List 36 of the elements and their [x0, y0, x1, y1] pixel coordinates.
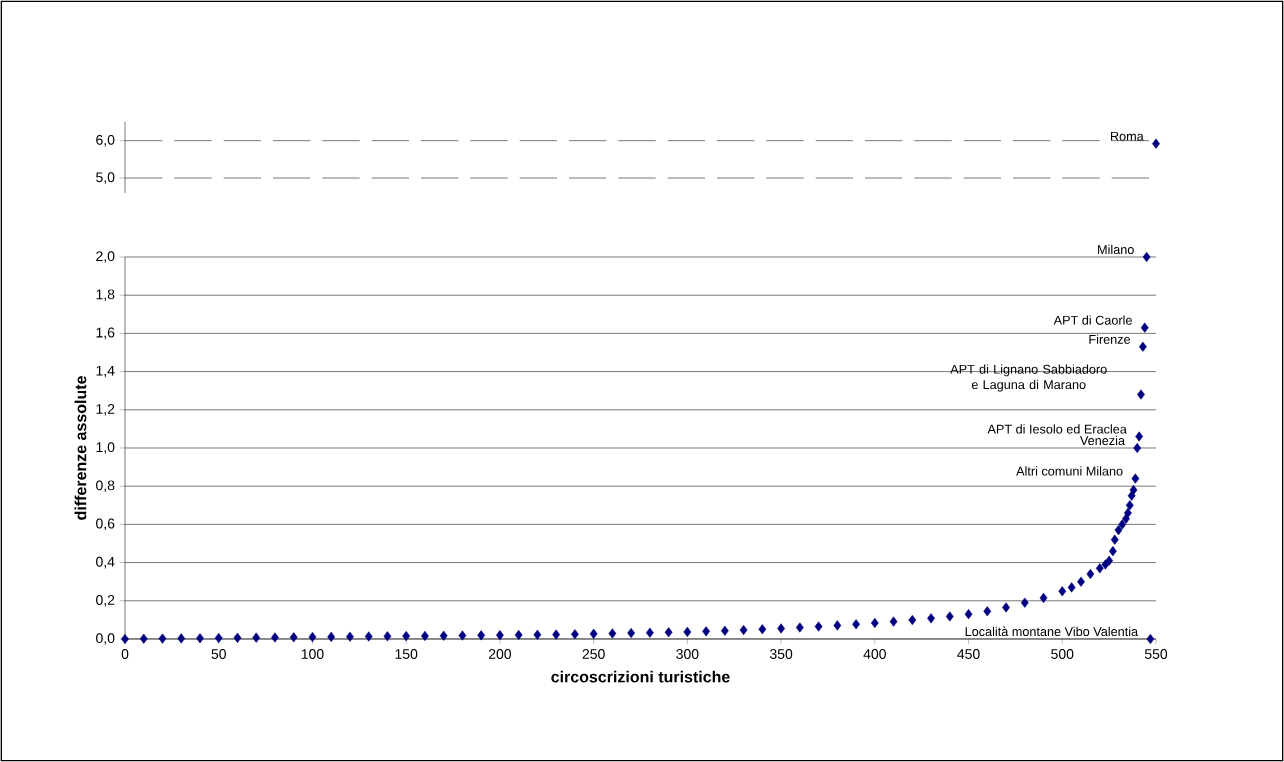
annotation: APT di Iesolo ed Eraclea: [987, 424, 1127, 434]
x-tick-label: 450: [957, 649, 980, 659]
y-tick-label: 5,0: [96, 172, 115, 184]
x-tick-label: 200: [488, 649, 512, 659]
y-tick-label: 0,6: [96, 518, 115, 531]
annotation: Venezia: [1079, 435, 1125, 446]
x-tick-label: 150: [395, 649, 418, 659]
y-axis-title: differenze assolute: [74, 376, 87, 520]
x-tick-label: 300: [676, 649, 699, 659]
y-tick-label: 0,4: [96, 556, 115, 569]
annotation: APT di Lignano Sabbiadoro e Laguna di Marano: [950, 364, 1107, 392]
y-tick-label: 1,6: [96, 327, 115, 340]
y-tick-label: 0,2: [96, 595, 115, 607]
annotation: Milano: [1098, 244, 1134, 255]
y-tick-label: 0,0: [96, 633, 115, 645]
y-tick-label: 0,8: [96, 480, 115, 492]
annotation: Altri comuni Milano: [1016, 466, 1123, 476]
y-tick-label: 1,0: [96, 442, 115, 454]
y-tick-label: 1,4: [96, 365, 115, 378]
x-tick-label: 550: [1144, 649, 1168, 659]
x-tick-label: 100: [301, 649, 324, 659]
y-tick-label: 1,2: [96, 404, 115, 416]
annotation: Roma: [1110, 131, 1144, 141]
x-tick-label: 500: [1051, 649, 1074, 659]
x-tick-label: 250: [582, 649, 605, 659]
x-tick-label: 50: [211, 649, 226, 659]
y-tick-label: 2,0: [96, 251, 115, 263]
annotation: Località montane Vibo Valentia: [965, 626, 1139, 637]
x-tick-label: 350: [769, 649, 793, 659]
x-tick-label: 0: [121, 649, 129, 659]
annotation: Firenze: [1089, 334, 1131, 344]
y-tick-label: 6,0: [96, 134, 115, 147]
x-tick-label: 400: [863, 649, 886, 659]
annotation: APT di Caorle: [1053, 315, 1132, 325]
y-tick-label: 1,8: [96, 289, 115, 301]
x-axis-title: circoscrizioni turistiche: [551, 670, 730, 683]
